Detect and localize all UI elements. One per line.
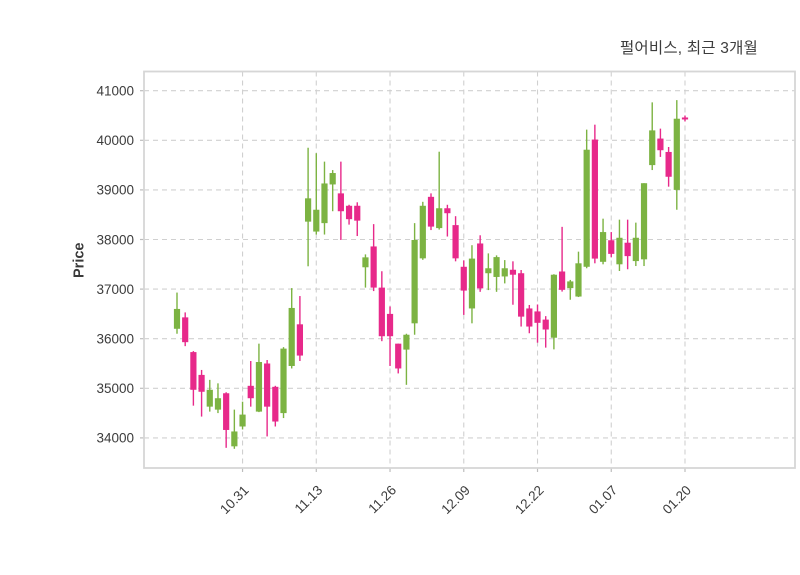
candle-body xyxy=(362,257,369,268)
candle-body xyxy=(485,268,492,274)
candle-body xyxy=(395,343,402,369)
candle-body xyxy=(247,385,254,399)
candle-wick xyxy=(438,151,440,230)
y-axis-label: Price xyxy=(71,242,88,278)
y-tick-label: 37000 xyxy=(96,282,134,297)
candle-wick xyxy=(315,153,317,235)
candle-body xyxy=(345,205,353,220)
candle-body xyxy=(329,173,336,185)
candle-body xyxy=(518,273,525,317)
candle-body xyxy=(616,237,623,265)
x-tick-label: 11.13 xyxy=(292,483,326,517)
x-tick-label: 10.31 xyxy=(217,483,252,518)
candle-wick xyxy=(561,226,563,292)
candle-body xyxy=(313,209,320,232)
candle-body xyxy=(419,205,426,259)
candle-body xyxy=(526,308,533,327)
candle-body xyxy=(575,263,582,297)
plot-border xyxy=(143,70,796,469)
candle-body xyxy=(599,232,607,262)
candle-body xyxy=(288,307,295,366)
x-tick-label: 12.22 xyxy=(512,483,547,518)
candle-wick xyxy=(364,254,367,288)
candle-body xyxy=(493,257,500,277)
x-tick-label: 12.09 xyxy=(438,483,473,518)
candle-body xyxy=(591,139,598,259)
candle-body xyxy=(231,431,238,447)
candle-wick xyxy=(512,261,514,305)
candle-body xyxy=(304,198,312,222)
chart-title: 펄어비스, 최근 3개월 xyxy=(619,40,758,57)
y-tick-label: 39000 xyxy=(96,183,134,198)
candle-wick xyxy=(233,409,236,449)
candle-body xyxy=(550,274,558,338)
x-tick-label: 01.20 xyxy=(660,483,695,518)
y-tick-label: 40000 xyxy=(96,133,134,148)
candle-body xyxy=(214,398,222,410)
candle-body xyxy=(198,374,205,392)
candle-body xyxy=(509,269,517,275)
candle-body xyxy=(173,308,181,329)
candle-wick xyxy=(405,333,408,385)
candle-body xyxy=(567,281,574,289)
candle-body xyxy=(255,362,263,412)
y-tick-label: 38000 xyxy=(96,232,134,247)
candle-body xyxy=(477,243,484,289)
candle-body xyxy=(386,313,394,337)
candle-body xyxy=(436,208,443,229)
candle-body xyxy=(681,117,689,120)
candle-body xyxy=(460,266,467,291)
candle-body xyxy=(337,193,344,212)
candle-body xyxy=(534,311,541,323)
candle-body xyxy=(378,287,385,337)
candle-wick xyxy=(250,361,252,407)
candle-body xyxy=(190,352,197,390)
candle-body xyxy=(223,393,230,430)
candle-body xyxy=(452,225,459,259)
candle-body xyxy=(403,334,410,350)
candle-body xyxy=(182,317,189,343)
candle-body xyxy=(444,208,451,214)
candle-body xyxy=(649,130,656,166)
y-tick-label: 41000 xyxy=(96,84,134,99)
candle-body xyxy=(354,205,361,221)
candle-wick xyxy=(545,316,547,348)
candle-body xyxy=(239,414,246,427)
candle-body xyxy=(665,151,672,177)
candle-body xyxy=(501,268,508,277)
candle-body xyxy=(657,138,664,151)
candle-body xyxy=(468,258,476,309)
candle-wick xyxy=(536,304,539,343)
candle-body xyxy=(673,118,680,190)
candle-body xyxy=(558,271,566,290)
candle-wick xyxy=(331,170,334,212)
candle-body xyxy=(640,183,648,260)
y-tick-label: 36000 xyxy=(96,332,134,347)
candle-body xyxy=(296,324,304,356)
candle-body xyxy=(206,389,213,407)
y-tick-label: 34000 xyxy=(96,431,134,446)
candle-wick xyxy=(569,279,571,300)
candle-wick xyxy=(446,204,449,237)
y-tick-label: 35000 xyxy=(96,381,134,396)
candle-body xyxy=(280,348,287,414)
candle-body xyxy=(370,246,377,288)
candle-body xyxy=(632,237,639,262)
candle-body xyxy=(321,183,328,224)
candle-body xyxy=(624,242,631,257)
candle-body xyxy=(542,319,549,330)
candle-body xyxy=(272,386,279,422)
x-tick-label: 11.26 xyxy=(365,483,399,517)
candle-body xyxy=(608,240,615,254)
candle-body xyxy=(264,363,271,407)
x-tick-label: 01.07 xyxy=(586,483,621,518)
candle-wick xyxy=(200,369,203,417)
candle-body xyxy=(411,239,418,324)
candle-body xyxy=(583,149,590,267)
candle-body xyxy=(427,196,435,227)
